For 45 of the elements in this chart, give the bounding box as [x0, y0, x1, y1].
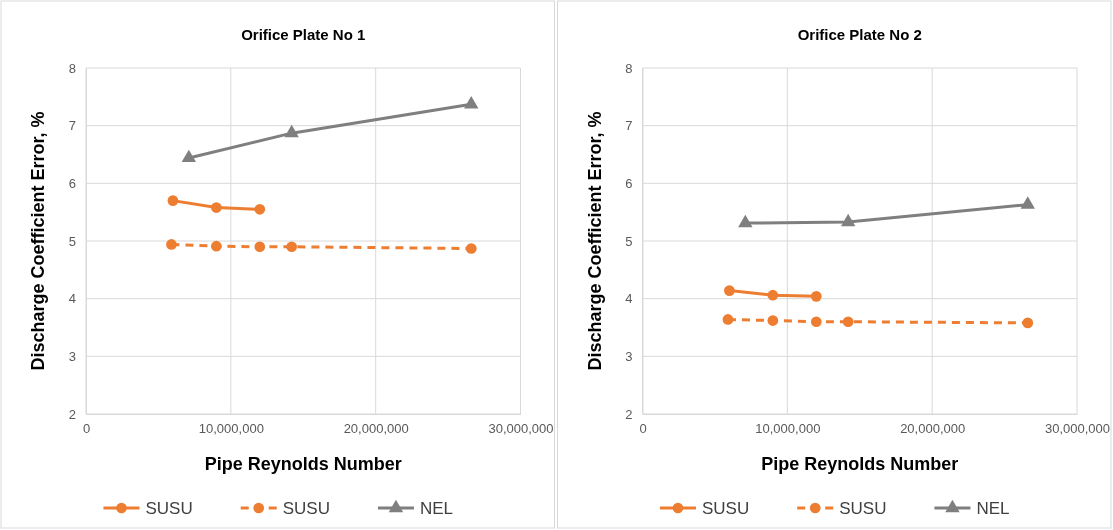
y-tick-label: 7: [68, 118, 76, 134]
x-tick-label: 30,000,000: [488, 421, 554, 437]
y-tick-label: 5: [625, 233, 633, 249]
y-tick-label: 3: [625, 348, 633, 364]
y-tick-label: 7: [625, 118, 633, 134]
x-tick-label: 10,000,000: [198, 421, 264, 437]
x-tick-label: 0: [82, 421, 91, 437]
point: [166, 239, 177, 250]
x-tick-label: 20,000,000: [900, 421, 966, 437]
x-axis-title: Pipe Reynolds Number: [204, 454, 402, 474]
y-tick-label: 2: [68, 406, 76, 422]
y-tick-label: 5: [68, 233, 76, 249]
point: [464, 96, 479, 109]
x-tick-label: 30,000,000: [1044, 421, 1111, 437]
chart-title: Orifice Plate No 2: [797, 26, 922, 43]
y-axis-title: Discharge Coefficient Error, %: [584, 111, 605, 371]
y-tick-label: 2: [625, 406, 633, 422]
y-tick-label: 8: [625, 60, 633, 76]
legend-label: NEL: [976, 499, 1010, 518]
x-tick-label: 20,000,000: [343, 421, 409, 437]
legend-label: SUSU: [701, 499, 750, 518]
y-tick-label: 6: [68, 175, 76, 191]
chart-title: Orifice Plate No 1: [241, 26, 366, 43]
legend-label: SUSU: [839, 499, 887, 518]
x-tick-label: 10,000,000: [755, 421, 821, 437]
y-tick-label: 8: [68, 60, 76, 76]
y-tick-label: 3: [68, 348, 76, 364]
y-tick-label: 6: [625, 175, 633, 191]
x-axis-title: Pipe Reynolds Number: [761, 454, 959, 474]
x-tick-label: 0: [639, 421, 647, 437]
legend-label: SUSU: [282, 499, 330, 518]
y-tick-label: 4: [68, 291, 76, 307]
point: [284, 124, 299, 138]
legend-label: NEL: [419, 499, 454, 518]
point: [465, 243, 477, 254]
point: [286, 241, 298, 253]
point: [181, 149, 197, 163]
point: [254, 241, 266, 253]
y-axis-title: Discharge Coefficient Error, %: [28, 111, 48, 371]
point: [211, 202, 222, 213]
y-tick-label: 4: [625, 291, 633, 307]
point: [211, 240, 222, 252]
legend-label: SUSU: [145, 499, 193, 518]
point: [167, 195, 179, 206]
point: [254, 203, 266, 215]
